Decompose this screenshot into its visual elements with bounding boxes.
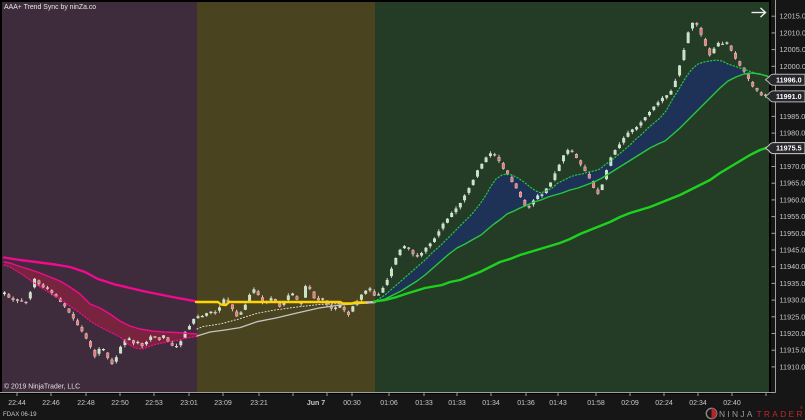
svg-text:01:06: 01:06	[380, 400, 398, 407]
svg-text:23:01: 23:01	[180, 400, 198, 407]
svg-text:NINJA: NINJA	[719, 409, 755, 419]
svg-text:11996.0: 11996.0	[776, 75, 802, 84]
svg-text:01:33: 01:33	[448, 400, 466, 407]
svg-text:22:48: 22:48	[77, 400, 95, 407]
svg-text:23:09: 23:09	[214, 400, 232, 407]
svg-text:02:09: 02:09	[621, 400, 639, 407]
svg-text:11915.0: 11915.0	[780, 346, 805, 355]
svg-text:11985.0: 11985.0	[780, 112, 805, 121]
svg-text:Jun 7: Jun 7	[307, 400, 325, 407]
svg-text:11950.0: 11950.0	[780, 229, 805, 238]
svg-text:TRADER: TRADER	[757, 409, 805, 419]
svg-text:11925.0: 11925.0	[780, 312, 805, 321]
svg-text:11991.0: 11991.0	[776, 92, 802, 101]
svg-text:11930.0: 11930.0	[780, 296, 805, 305]
svg-text:22:44: 22:44	[8, 400, 26, 407]
svg-text:11975.5: 11975.5	[776, 144, 802, 153]
svg-text:12005.0: 12005.0	[780, 45, 805, 54]
svg-text:02:40: 02:40	[723, 400, 741, 407]
svg-text:22:46: 22:46	[42, 400, 60, 407]
svg-text:23:21: 23:21	[250, 400, 268, 407]
svg-text:®: ®	[800, 405, 803, 410]
svg-text:02:24: 02:24	[655, 400, 673, 407]
svg-text:11965.0: 11965.0	[780, 179, 805, 188]
svg-text:11980.0: 11980.0	[780, 129, 805, 138]
svg-text:FDAX 06-19: FDAX 06-19	[3, 411, 37, 418]
svg-text:01:33: 01:33	[415, 400, 433, 407]
svg-text:AAA+ Trend Sync by ninZa.co: AAA+ Trend Sync by ninZa.co	[4, 4, 96, 11]
svg-text:11945.0: 11945.0	[780, 246, 805, 255]
svg-text:12010.0: 12010.0	[780, 28, 805, 37]
svg-text:11920.0: 11920.0	[780, 329, 805, 338]
svg-text:22:53: 22:53	[145, 400, 163, 407]
svg-text:11955.0: 11955.0	[780, 212, 805, 221]
svg-text:11960.0: 11960.0	[780, 195, 805, 204]
svg-text:01:34: 01:34	[482, 400, 500, 407]
svg-text:11935.0: 11935.0	[780, 279, 805, 288]
svg-text:01:58: 01:58	[587, 400, 605, 407]
svg-text:12000.0: 12000.0	[780, 62, 805, 71]
svg-text:00:30: 00:30	[343, 400, 361, 407]
svg-text:22:50: 22:50	[111, 400, 129, 407]
svg-text:02:34: 02:34	[689, 400, 707, 407]
svg-text:12015.0: 12015.0	[780, 12, 805, 21]
svg-text:11940.0: 11940.0	[780, 262, 805, 271]
svg-text:© 2019 NinjaTrader, LLC: © 2019 NinjaTrader, LLC	[4, 383, 80, 391]
svg-text:11970.0: 11970.0	[780, 162, 805, 171]
svg-text:01:43: 01:43	[549, 400, 567, 407]
svg-text:01:36: 01:36	[517, 400, 535, 407]
svg-text:11910.0: 11910.0	[780, 362, 805, 371]
